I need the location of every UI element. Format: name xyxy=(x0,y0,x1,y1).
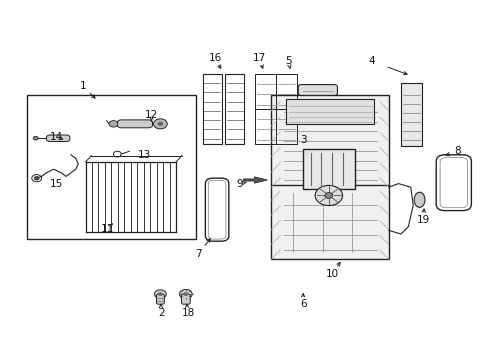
Circle shape xyxy=(33,136,38,140)
Bar xyxy=(27,95,195,239)
Circle shape xyxy=(154,290,166,298)
Circle shape xyxy=(315,185,342,206)
Text: 8: 8 xyxy=(453,146,460,156)
FancyArrow shape xyxy=(243,177,267,183)
FancyBboxPatch shape xyxy=(156,294,164,304)
Text: 11: 11 xyxy=(101,224,114,234)
Bar xyxy=(285,99,373,124)
Circle shape xyxy=(34,176,39,180)
Bar xyxy=(275,74,296,109)
Text: 13: 13 xyxy=(137,150,151,160)
Bar xyxy=(275,109,296,144)
Bar xyxy=(255,74,275,109)
Bar xyxy=(225,74,244,144)
Bar xyxy=(271,95,388,187)
Text: 3: 3 xyxy=(299,135,306,145)
FancyBboxPatch shape xyxy=(117,120,152,128)
Text: 1: 1 xyxy=(80,81,86,91)
Text: 16: 16 xyxy=(208,53,222,63)
Text: 18: 18 xyxy=(181,308,195,318)
Bar xyxy=(400,83,421,146)
Text: 6: 6 xyxy=(299,299,306,309)
Text: 7: 7 xyxy=(194,249,201,259)
Circle shape xyxy=(179,289,192,299)
Circle shape xyxy=(158,292,163,296)
Circle shape xyxy=(109,121,118,127)
Text: 10: 10 xyxy=(325,269,338,279)
Text: 19: 19 xyxy=(415,215,429,225)
Bar xyxy=(203,74,221,144)
Circle shape xyxy=(325,193,332,198)
Bar xyxy=(255,109,275,144)
FancyBboxPatch shape xyxy=(46,135,70,141)
Ellipse shape xyxy=(413,192,424,207)
Bar xyxy=(271,185,388,259)
Circle shape xyxy=(153,119,167,129)
Text: 15: 15 xyxy=(49,179,63,189)
Text: 2: 2 xyxy=(158,308,164,318)
Circle shape xyxy=(183,292,188,296)
FancyBboxPatch shape xyxy=(181,294,190,304)
Text: 4: 4 xyxy=(367,56,374,66)
Text: 5: 5 xyxy=(285,56,291,66)
Text: 9: 9 xyxy=(236,179,243,189)
Text: 12: 12 xyxy=(144,110,158,120)
Circle shape xyxy=(157,122,163,126)
Text: 17: 17 xyxy=(252,53,265,63)
FancyBboxPatch shape xyxy=(298,85,337,95)
Text: 14: 14 xyxy=(49,132,63,142)
Bar xyxy=(303,149,354,189)
